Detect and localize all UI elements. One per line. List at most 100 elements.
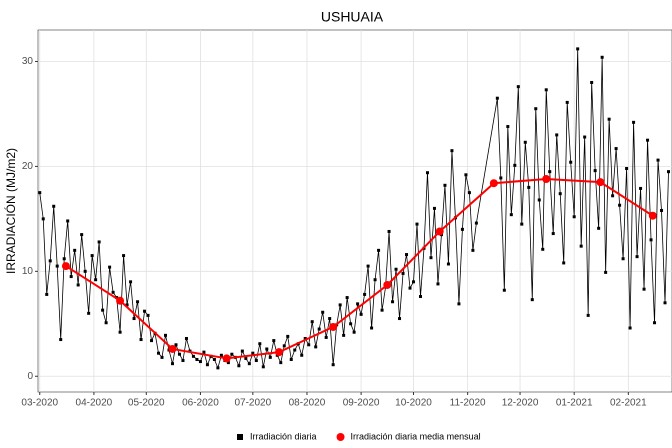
point bbox=[349, 322, 353, 326]
point bbox=[240, 349, 244, 353]
point bbox=[286, 334, 290, 338]
point bbox=[352, 330, 356, 334]
x-tick-label: 10-2020 bbox=[395, 398, 432, 409]
point bbox=[359, 312, 363, 316]
point bbox=[502, 288, 506, 292]
y-tick-label: 20 bbox=[22, 161, 34, 172]
point bbox=[104, 321, 108, 325]
x-tick-label: 03-2020 bbox=[21, 398, 58, 409]
point bbox=[268, 355, 272, 359]
point bbox=[55, 264, 59, 268]
x-tick-label: 01-2021 bbox=[556, 398, 593, 409]
y-tick-label: 30 bbox=[22, 56, 34, 67]
point bbox=[202, 350, 206, 354]
point bbox=[317, 327, 321, 331]
x-tick-label: 11-2020 bbox=[450, 398, 486, 409]
point bbox=[324, 335, 328, 339]
point bbox=[261, 365, 265, 369]
point bbox=[184, 336, 188, 340]
point bbox=[590, 80, 594, 84]
point bbox=[377, 248, 381, 252]
point bbox=[303, 336, 307, 340]
point bbox=[52, 204, 56, 208]
x-tick-label: 04-2020 bbox=[76, 398, 113, 409]
point bbox=[429, 256, 433, 260]
point bbox=[163, 333, 167, 337]
point bbox=[648, 211, 657, 220]
point bbox=[48, 259, 52, 263]
point bbox=[527, 185, 531, 189]
point bbox=[499, 176, 503, 180]
point bbox=[275, 348, 284, 357]
point bbox=[667, 170, 671, 174]
point bbox=[586, 313, 590, 317]
point bbox=[401, 271, 405, 275]
point bbox=[219, 353, 223, 357]
point bbox=[436, 282, 440, 286]
point bbox=[254, 359, 258, 363]
point bbox=[520, 222, 524, 226]
point bbox=[62, 257, 66, 261]
point bbox=[663, 301, 667, 305]
point bbox=[272, 339, 276, 343]
point bbox=[331, 363, 335, 367]
point bbox=[572, 215, 576, 219]
point bbox=[342, 333, 346, 337]
point bbox=[467, 191, 471, 195]
point bbox=[639, 186, 643, 190]
point bbox=[150, 339, 154, 343]
point bbox=[435, 227, 444, 236]
point bbox=[614, 147, 618, 151]
point bbox=[443, 183, 447, 187]
point bbox=[216, 366, 220, 370]
chart-title: USHUAIA bbox=[321, 9, 384, 25]
point bbox=[198, 360, 202, 364]
y-axis-label: IRRADIACIÓN (MJ/m2) bbox=[3, 148, 18, 274]
point bbox=[541, 247, 545, 251]
point bbox=[73, 248, 77, 252]
point bbox=[542, 174, 551, 183]
point bbox=[544, 88, 548, 92]
y-tick-label: 10 bbox=[22, 266, 34, 277]
point bbox=[635, 255, 639, 259]
point bbox=[83, 269, 87, 273]
point bbox=[279, 361, 283, 365]
point bbox=[625, 167, 629, 171]
point bbox=[38, 191, 42, 195]
point bbox=[632, 120, 636, 124]
point bbox=[122, 254, 126, 258]
x-tick-label: 05-2020 bbox=[128, 398, 165, 409]
point bbox=[489, 179, 498, 188]
y-tick-label: 0 bbox=[27, 371, 33, 382]
point bbox=[66, 219, 70, 223]
point bbox=[474, 221, 478, 225]
point bbox=[653, 321, 657, 325]
point bbox=[425, 171, 429, 175]
point bbox=[41, 217, 45, 221]
point bbox=[328, 317, 332, 321]
point bbox=[136, 300, 140, 304]
point bbox=[432, 206, 436, 210]
point bbox=[660, 208, 664, 212]
point bbox=[205, 363, 209, 367]
point bbox=[548, 170, 552, 174]
point bbox=[293, 348, 297, 352]
point bbox=[244, 356, 248, 360]
point bbox=[143, 309, 147, 313]
point bbox=[76, 283, 80, 287]
point bbox=[383, 280, 392, 289]
point bbox=[222, 354, 231, 363]
point bbox=[583, 135, 587, 139]
point bbox=[230, 352, 234, 356]
point bbox=[530, 298, 534, 302]
legend-label: Irradiación diaria bbox=[250, 431, 317, 441]
point bbox=[258, 342, 262, 346]
point bbox=[569, 160, 573, 164]
point bbox=[212, 357, 216, 361]
point bbox=[237, 364, 241, 368]
point bbox=[129, 280, 133, 284]
point bbox=[596, 178, 605, 187]
point bbox=[168, 344, 177, 353]
point bbox=[373, 278, 377, 282]
